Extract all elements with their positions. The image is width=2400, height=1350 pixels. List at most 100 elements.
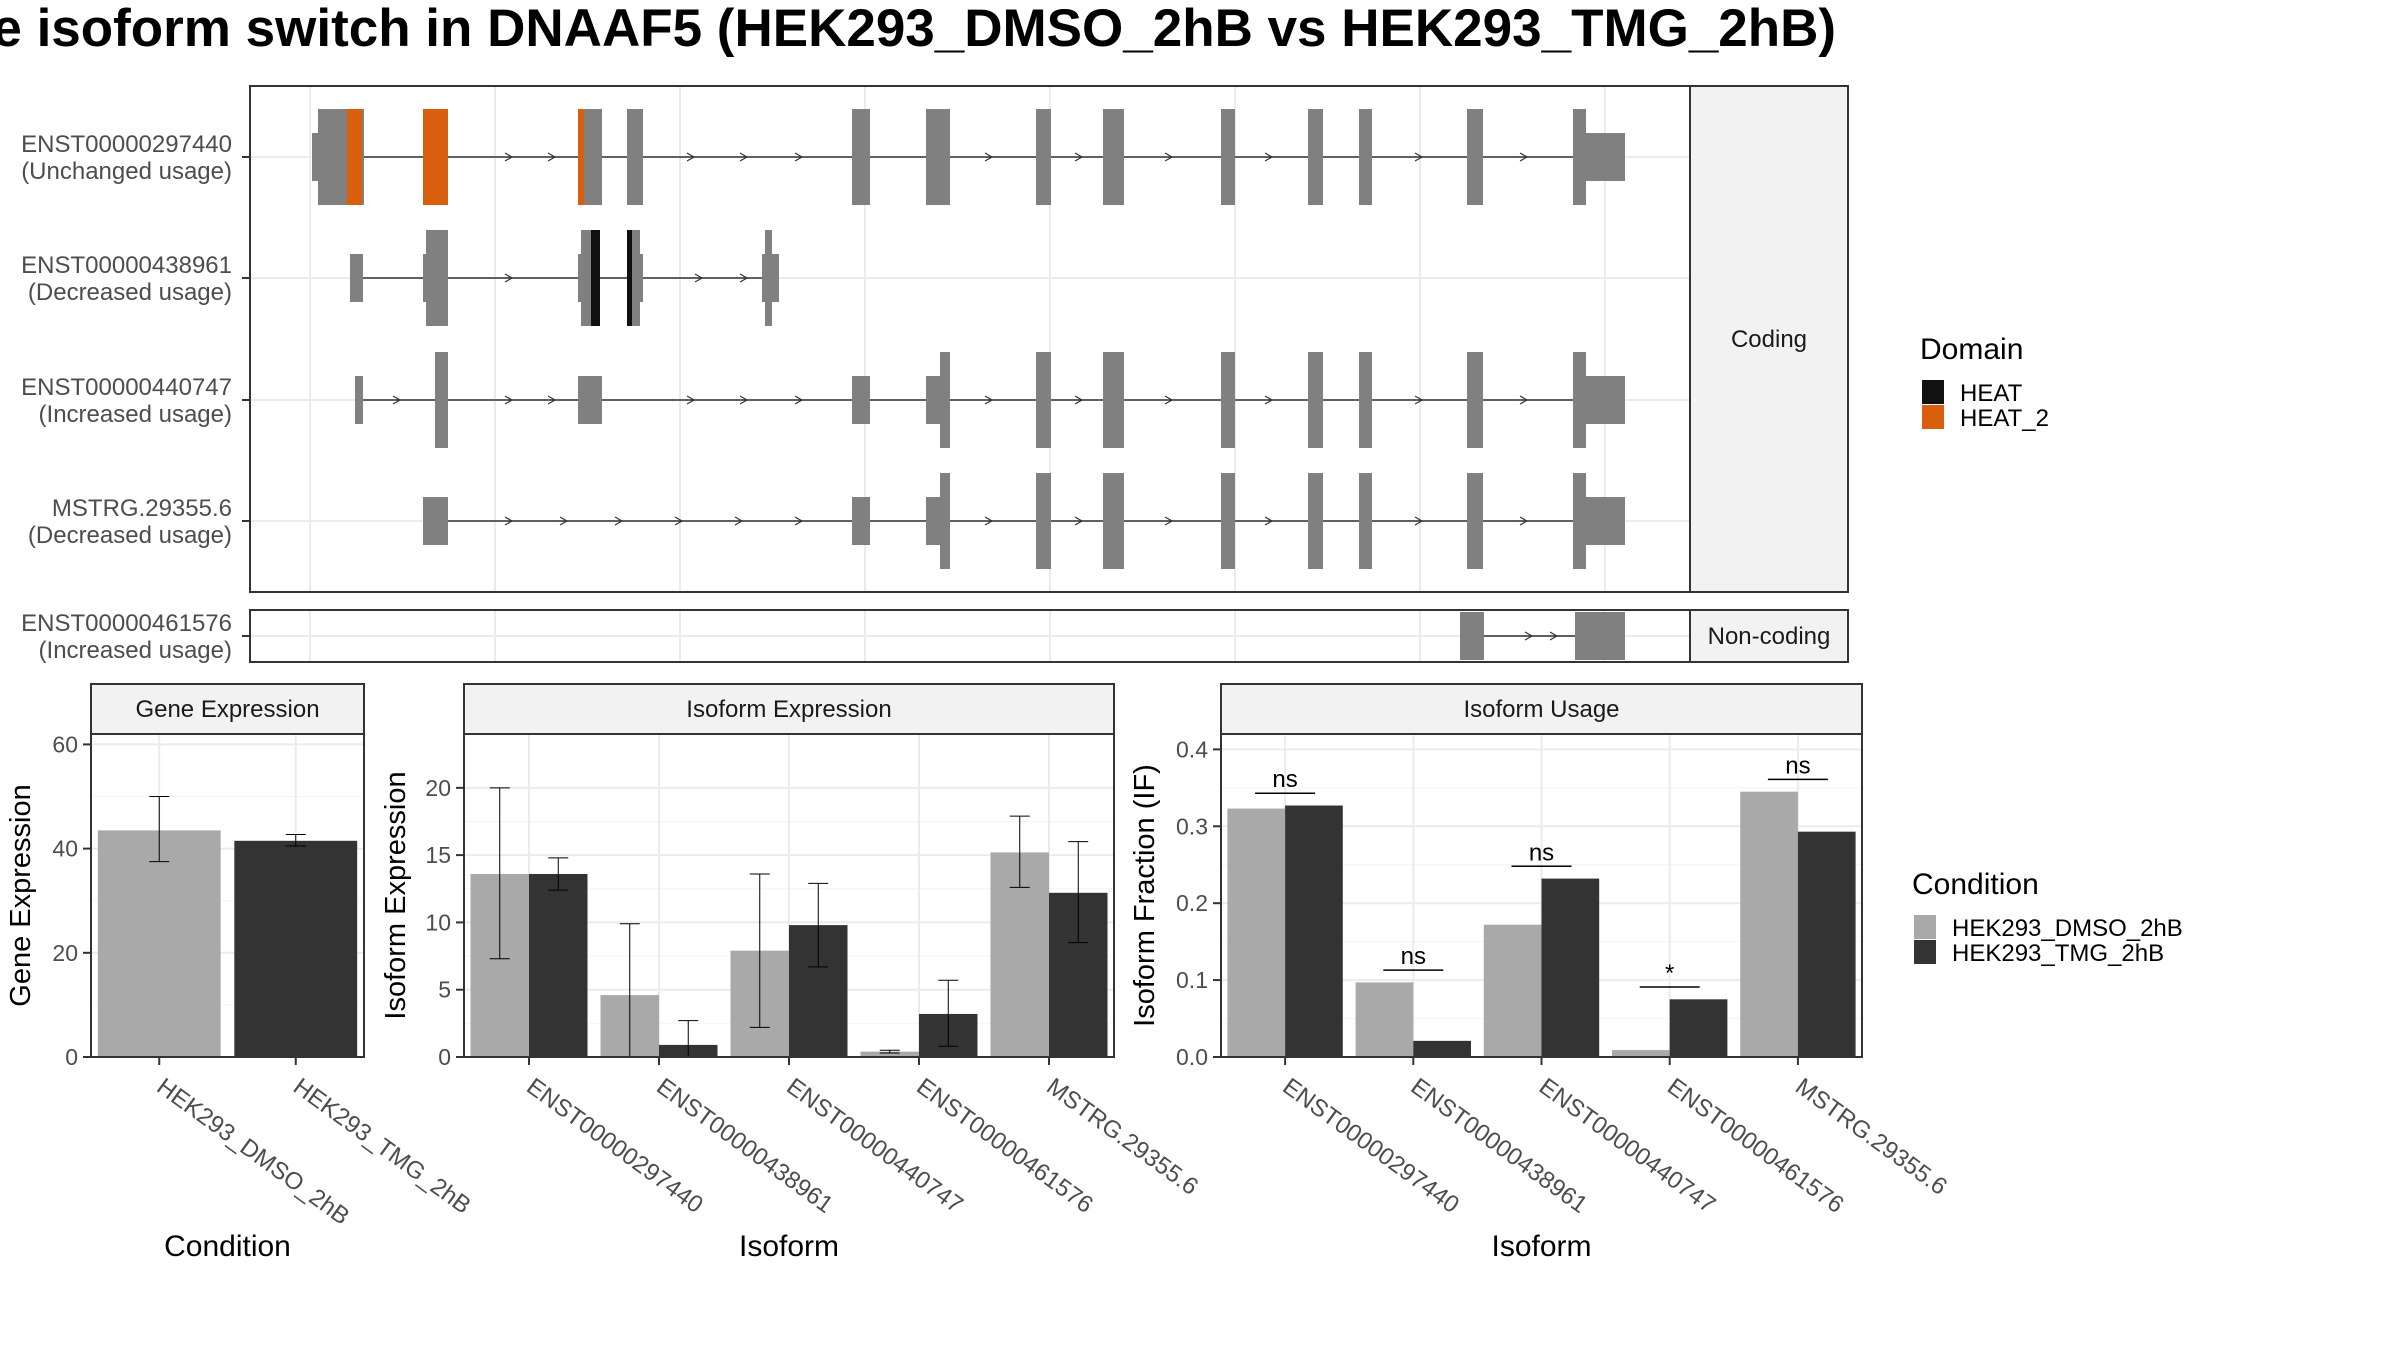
strand-arrow (694, 273, 704, 283)
cds-exon (1573, 109, 1586, 205)
bar (860, 1051, 919, 1057)
cds-exon (1103, 352, 1124, 448)
domain-legend-key (1922, 380, 1944, 404)
bar (1541, 878, 1600, 1057)
cds-exon (1221, 473, 1235, 569)
condition-legend-key (1914, 940, 1936, 964)
bar (1612, 1050, 1670, 1057)
cds-exon (1308, 109, 1323, 205)
strand-arrow (984, 152, 994, 162)
y-axis-label: Isoform Fraction (IF) (1129, 764, 1161, 1027)
panel-strip (1220, 683, 1863, 735)
strand-arrow (734, 516, 744, 526)
exon (1586, 133, 1625, 181)
exon (926, 497, 940, 545)
coding-strip (1689, 85, 1849, 593)
bar (1740, 791, 1798, 1057)
strand-arrow (1414, 152, 1424, 162)
transcript-usage-label: (Decreased usage) (28, 522, 232, 549)
y-tick-label: 0.0 (1176, 1044, 1208, 1070)
bar (529, 873, 588, 1057)
plot-title: he isoform switch in DNAAF5 (HEK293_DMSO… (0, 0, 1837, 58)
strand-arrow (614, 516, 624, 526)
strand-arrow (1264, 395, 1274, 405)
cds-exon (852, 109, 870, 205)
strand-arrow (794, 395, 804, 405)
condition-legend-key (1914, 915, 1936, 939)
cds-exon (926, 109, 950, 205)
y-axis-label: Gene Expression (5, 784, 37, 1006)
exon (852, 376, 870, 424)
cds-exon (1103, 473, 1124, 569)
strand-arrow (1074, 152, 1084, 162)
y-tick-label: 0.2 (1176, 890, 1208, 916)
exon (578, 254, 581, 302)
panel-strip (90, 683, 365, 735)
cds-exon (1573, 352, 1586, 448)
strand-arrow (1414, 516, 1424, 526)
y-tick-label: 40 (52, 836, 78, 862)
bar (97, 830, 221, 1057)
transcript-usage-label: (Increased usage) (39, 401, 232, 428)
strand-arrow (1164, 395, 1174, 405)
strand-arrow (547, 395, 557, 405)
panel-strip (463, 683, 1115, 735)
strand-arrow (739, 273, 749, 283)
bar (1797, 831, 1856, 1057)
cds-exon (1359, 473, 1372, 569)
strand-arrow (1264, 516, 1274, 526)
strand-arrow (1074, 395, 1084, 405)
strand-arrow (1519, 395, 1529, 405)
domain-heat2 (347, 109, 362, 205)
exon (1586, 497, 1625, 545)
exon (926, 376, 940, 424)
transcript-structure-plot: Coding Non-coding ENST00000297440(Unchange… (21, 85, 1849, 664)
transcript-id-label: MSTRG.29355.6 (52, 495, 232, 522)
domain-legend-title: Domain (1920, 333, 2023, 366)
panel-title: Isoform Expression (686, 696, 891, 723)
x-axis-label: Condition (164, 1230, 291, 1263)
domain-heat2 (423, 109, 448, 205)
panel-title: Gene Expression (135, 696, 319, 723)
exon (852, 497, 870, 545)
strand-arrow (392, 395, 402, 405)
x-axis-label: Isoform (1491, 1230, 1591, 1263)
transcript-id-label: ENST00000438961 (21, 252, 232, 279)
coding-strip-label: Coding (1731, 326, 1807, 353)
significance-label: ns (1785, 752, 1810, 779)
cds-exon (1221, 352, 1235, 448)
strand-arrow (504, 152, 514, 162)
strand-arrow (1414, 395, 1424, 405)
cds-exon (1103, 109, 1124, 205)
cds-exon (1036, 109, 1051, 205)
strand-arrow (1264, 152, 1274, 162)
transcript-id-label: ENST00000297440 (21, 131, 232, 158)
coding-panel-bg (250, 86, 1690, 592)
bar (1669, 999, 1728, 1057)
strand-arrow (504, 516, 514, 526)
exon (350, 254, 363, 302)
y-tick-label: 15 (425, 842, 451, 868)
y-tick-label: 0.4 (1176, 736, 1208, 762)
y-axis-label: Isoform Expression (380, 771, 412, 1019)
domain-heat (627, 230, 632, 326)
cds-exon (940, 352, 950, 448)
significance-label: * (1665, 960, 1674, 987)
exon (312, 133, 320, 181)
cds-exon (1573, 473, 1586, 569)
x-axis-label: Isoform (739, 1230, 839, 1263)
exon (1575, 612, 1625, 660)
strand-arrow (1519, 516, 1529, 526)
strand-arrow (1164, 516, 1174, 526)
significance-label: ns (1529, 839, 1554, 866)
y-tick-label: 0.3 (1176, 813, 1208, 839)
bar (1413, 1040, 1471, 1057)
cds-exon (1359, 352, 1372, 448)
transcript-id-label: ENST00000440747 (21, 374, 232, 401)
bar (1483, 924, 1542, 1057)
